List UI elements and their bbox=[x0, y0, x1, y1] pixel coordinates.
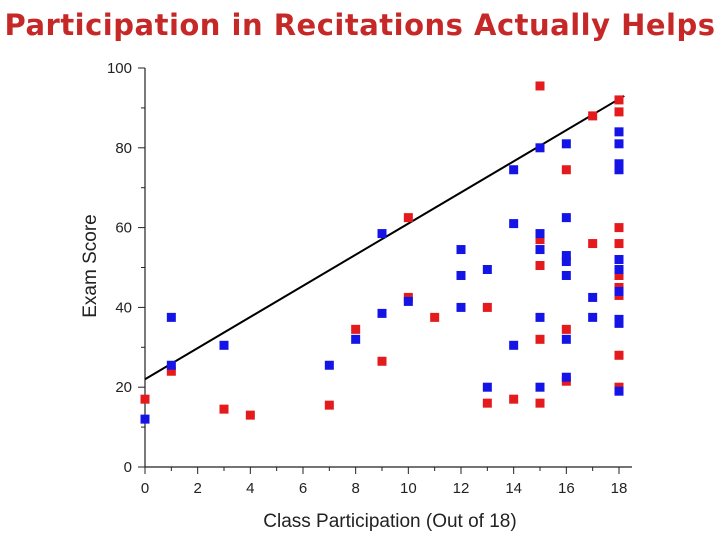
data-point bbox=[614, 270, 624, 280]
data-point bbox=[535, 229, 545, 239]
data-point bbox=[219, 340, 229, 350]
data-point bbox=[588, 292, 598, 302]
data-point bbox=[324, 400, 334, 410]
data-point bbox=[535, 81, 545, 91]
data-point bbox=[561, 213, 571, 223]
data-point bbox=[561, 165, 571, 175]
data-point bbox=[614, 139, 624, 149]
data-point bbox=[535, 382, 545, 392]
y-tick-label: 60 bbox=[115, 220, 132, 237]
x-tick-label: 4 bbox=[246, 480, 254, 497]
y-tick-label: 40 bbox=[115, 299, 132, 316]
data-point bbox=[535, 398, 545, 408]
data-point bbox=[535, 261, 545, 271]
data-point bbox=[509, 340, 519, 350]
y-axis-title: Exam Score bbox=[80, 214, 101, 317]
data-point bbox=[140, 414, 150, 424]
data-point bbox=[561, 334, 571, 344]
data-point bbox=[614, 159, 624, 169]
data-point bbox=[535, 245, 545, 255]
data-point bbox=[614, 350, 624, 360]
series-red bbox=[140, 81, 624, 420]
data-point bbox=[377, 229, 387, 239]
data-point bbox=[403, 296, 413, 306]
data-point bbox=[561, 324, 571, 334]
x-tick-label: 10 bbox=[400, 480, 417, 497]
data-point bbox=[245, 410, 255, 420]
data-point bbox=[456, 245, 466, 255]
y-tick-label: 100 bbox=[107, 60, 132, 77]
data-point bbox=[403, 213, 413, 223]
x-tick-label: 8 bbox=[351, 480, 359, 497]
x-axis-title: Class Participation (Out of 18) bbox=[263, 511, 516, 532]
data-point bbox=[377, 356, 387, 366]
x-tick-label: 18 bbox=[611, 480, 628, 497]
data-point bbox=[588, 111, 598, 121]
x-tick-label: 16 bbox=[558, 480, 575, 497]
data-point bbox=[561, 270, 571, 280]
data-point bbox=[588, 312, 598, 322]
data-point bbox=[456, 302, 466, 312]
x-tick-label: 6 bbox=[299, 480, 307, 497]
y-tick-label: 0 bbox=[124, 459, 132, 476]
data-point bbox=[219, 404, 229, 414]
data-point bbox=[430, 312, 440, 322]
data-point bbox=[535, 143, 545, 153]
axes: 0 20 40 60 80 100 0 2 4 6 8 10 12 14 16 18 bbox=[107, 60, 632, 497]
data-point bbox=[509, 165, 519, 175]
data-point bbox=[509, 219, 519, 229]
y-tick-label: 80 bbox=[115, 140, 132, 157]
data-point bbox=[614, 286, 624, 296]
x-tick-label: 0 bbox=[141, 480, 149, 497]
data-point bbox=[614, 95, 624, 105]
data-point bbox=[509, 394, 519, 404]
data-point bbox=[482, 398, 492, 408]
data-point bbox=[535, 235, 545, 245]
data-point bbox=[614, 386, 624, 396]
data-point bbox=[351, 334, 361, 344]
data-point bbox=[614, 255, 624, 265]
data-points bbox=[140, 81, 624, 424]
data-point bbox=[561, 251, 571, 261]
data-point bbox=[614, 107, 624, 117]
data-point bbox=[561, 139, 571, 149]
data-point bbox=[535, 312, 545, 322]
series-blue bbox=[140, 127, 624, 424]
x-tick-label: 12 bbox=[453, 480, 470, 497]
data-point bbox=[482, 264, 492, 274]
data-point bbox=[166, 312, 176, 322]
x-tick-label: 14 bbox=[505, 480, 522, 497]
data-point bbox=[166, 366, 176, 376]
data-point bbox=[614, 127, 624, 137]
data-point bbox=[561, 372, 571, 382]
data-point bbox=[377, 308, 387, 318]
data-point bbox=[166, 360, 176, 370]
data-point bbox=[588, 239, 598, 249]
slide-title: Participation in Recitations Actually He… bbox=[4, 8, 716, 42]
x-tick-label: 2 bbox=[193, 480, 201, 497]
data-point bbox=[614, 264, 624, 274]
data-point bbox=[614, 165, 624, 175]
data-point bbox=[614, 239, 624, 249]
data-point bbox=[482, 382, 492, 392]
data-point bbox=[614, 318, 624, 328]
data-point bbox=[456, 270, 466, 280]
data-point bbox=[535, 334, 545, 344]
data-point bbox=[561, 257, 571, 267]
data-point bbox=[324, 360, 334, 370]
y-tick-label: 20 bbox=[115, 379, 132, 396]
data-point bbox=[351, 324, 361, 334]
data-point bbox=[482, 302, 492, 312]
data-point bbox=[614, 223, 624, 233]
data-point bbox=[140, 394, 150, 404]
